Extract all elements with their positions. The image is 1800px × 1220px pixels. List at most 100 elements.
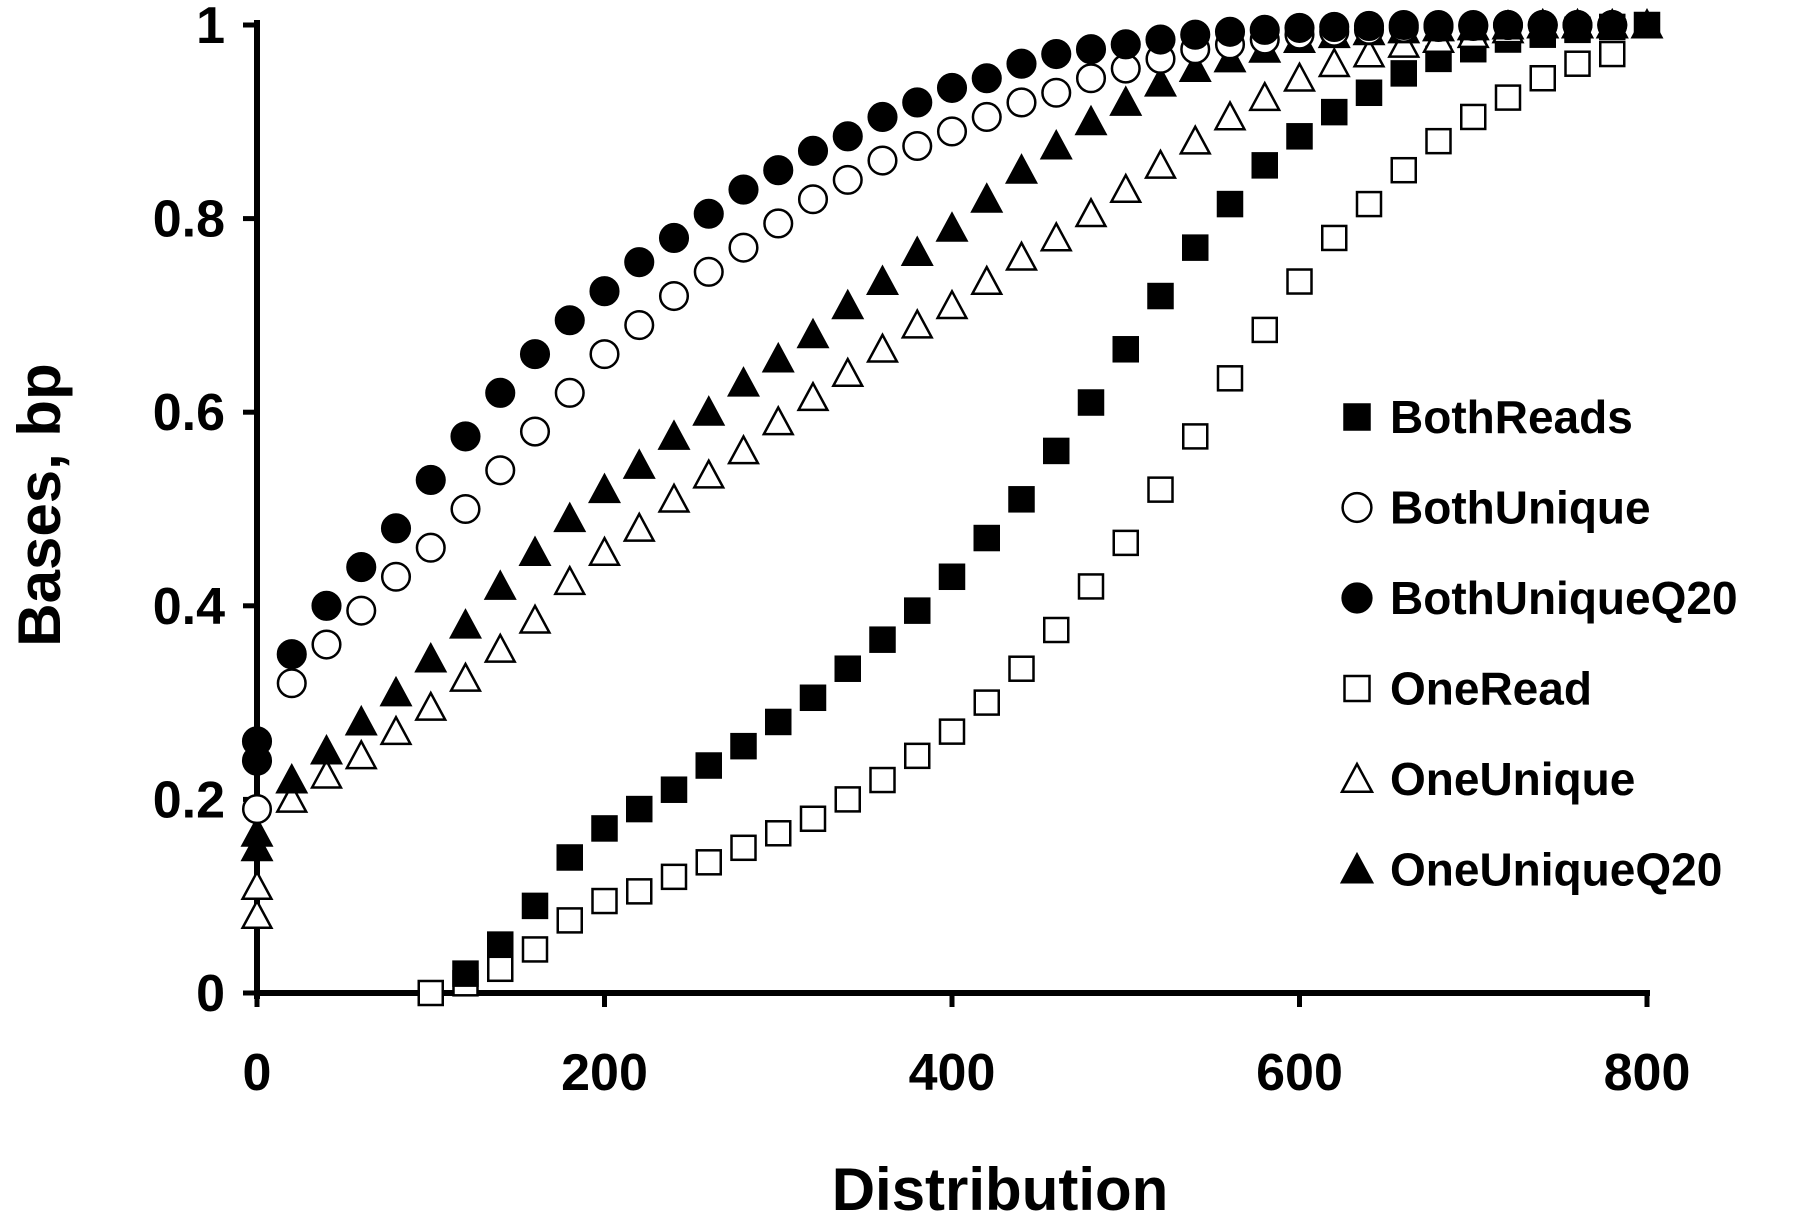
data-point bbox=[518, 535, 552, 567]
data-point bbox=[487, 931, 514, 958]
legend-marker bbox=[1341, 582, 1373, 614]
data-point bbox=[240, 898, 274, 930]
data-point bbox=[626, 878, 653, 905]
data-point bbox=[1317, 46, 1351, 78]
y-tick-label: 1 bbox=[196, 0, 225, 55]
data-point bbox=[1112, 336, 1139, 363]
data-point bbox=[761, 404, 795, 436]
data-point bbox=[727, 433, 760, 465]
data-point bbox=[589, 339, 620, 370]
data-point bbox=[449, 661, 482, 692]
data-point bbox=[1041, 77, 1072, 108]
data-point bbox=[1043, 437, 1070, 465]
data-point bbox=[1216, 190, 1244, 218]
data-point bbox=[1283, 61, 1316, 92]
data-point bbox=[591, 887, 618, 915]
data-point bbox=[1109, 172, 1143, 204]
y-axis-title: Bases, bp bbox=[6, 363, 73, 646]
legend-item: OneRead bbox=[1343, 663, 1592, 715]
legend-marker bbox=[1343, 403, 1371, 431]
data-point bbox=[1008, 655, 1035, 682]
data-point bbox=[1077, 573, 1105, 600]
legend-label: OneRead bbox=[1390, 663, 1592, 715]
data-point bbox=[1144, 148, 1177, 179]
data-point bbox=[311, 590, 342, 621]
data-point bbox=[344, 704, 378, 736]
data-point bbox=[556, 907, 583, 934]
data-point bbox=[834, 786, 861, 813]
x-tick-label: 600 bbox=[1256, 1044, 1343, 1102]
data-point bbox=[1492, 9, 1524, 41]
data-point bbox=[1109, 85, 1143, 116]
data-point bbox=[1182, 234, 1209, 261]
legend-item: OneUniqueQ20 bbox=[1339, 844, 1722, 896]
data-point bbox=[1527, 9, 1558, 41]
data-point bbox=[761, 341, 795, 373]
legend-label: OneUnique bbox=[1390, 753, 1635, 805]
axes: 0 0.2 0.4 0.6 0.8 1 0 200 400 600 800 bbox=[153, 0, 1691, 1102]
data-point bbox=[485, 455, 516, 486]
data-point bbox=[483, 569, 517, 600]
data-point bbox=[553, 501, 587, 533]
data-point bbox=[660, 776, 688, 803]
data-point bbox=[973, 689, 1000, 716]
data-point bbox=[624, 247, 655, 278]
data-point bbox=[938, 563, 966, 591]
data-point bbox=[1423, 9, 1454, 41]
data-point bbox=[1075, 63, 1107, 94]
data-point bbox=[591, 815, 618, 842]
data-point bbox=[450, 493, 481, 525]
data-point bbox=[346, 552, 377, 583]
legend-item: BothReads bbox=[1343, 391, 1633, 443]
data-point bbox=[240, 869, 274, 901]
data-point bbox=[727, 366, 760, 397]
data-point bbox=[624, 310, 655, 341]
data-point bbox=[695, 849, 722, 876]
data-point bbox=[1353, 10, 1385, 42]
data-point bbox=[1112, 529, 1139, 557]
data-point bbox=[1110, 29, 1141, 60]
data-point bbox=[902, 130, 933, 162]
data-point bbox=[588, 535, 621, 567]
data-point bbox=[660, 863, 688, 891]
data-point bbox=[1319, 11, 1350, 42]
data-point bbox=[1144, 66, 1177, 97]
data-point bbox=[1458, 9, 1489, 41]
data-point bbox=[799, 684, 827, 712]
data-point bbox=[1216, 365, 1244, 392]
x-tick-label: 200 bbox=[561, 1044, 648, 1102]
data-point bbox=[519, 416, 551, 447]
data-point bbox=[728, 174, 759, 205]
data-point bbox=[276, 639, 307, 670]
legend-label: BothUnique bbox=[1390, 482, 1651, 534]
data-point bbox=[1147, 476, 1174, 503]
data-point bbox=[1284, 12, 1315, 43]
data-point bbox=[869, 766, 896, 794]
data-point bbox=[1178, 124, 1212, 155]
data-point bbox=[900, 308, 934, 339]
data-point bbox=[1041, 38, 1072, 70]
series-one-read bbox=[417, 40, 1626, 1007]
data-point bbox=[1388, 9, 1419, 41]
data-point bbox=[904, 742, 931, 770]
data-point bbox=[971, 63, 1002, 94]
data-point bbox=[1355, 79, 1383, 107]
data-point bbox=[1145, 24, 1176, 55]
data-point bbox=[867, 101, 898, 133]
data-point bbox=[658, 280, 690, 312]
data-point bbox=[449, 608, 482, 639]
data-point bbox=[521, 936, 549, 963]
data-point bbox=[832, 164, 863, 195]
data-point bbox=[692, 395, 726, 426]
legend-marker bbox=[1339, 851, 1375, 884]
data-point bbox=[1178, 51, 1212, 83]
data-point bbox=[1251, 316, 1278, 344]
legend-marker bbox=[1343, 674, 1371, 703]
data-point bbox=[831, 356, 865, 387]
x-tick-label: 400 bbox=[909, 1044, 996, 1102]
data-point bbox=[1390, 156, 1417, 184]
data-point bbox=[275, 782, 309, 813]
legend-label: BothUniqueQ20 bbox=[1390, 572, 1738, 624]
data-point bbox=[799, 805, 827, 833]
